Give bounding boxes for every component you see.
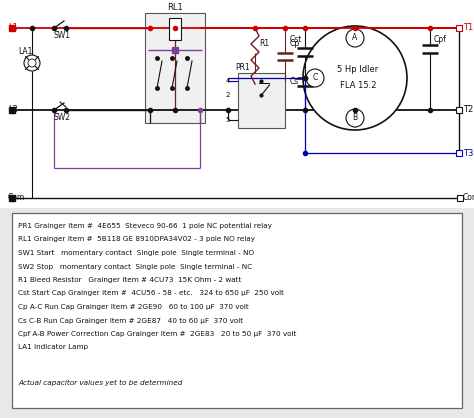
Text: SW1 Start   momentary contact  Single pole  Single terminal - NO: SW1 Start momentary contact Single pole …: [18, 250, 254, 256]
Circle shape: [303, 26, 407, 130]
Text: RL1 Grainger Item #  5B118 GE 8910DPA34V02 - 3 pole NO relay: RL1 Grainger Item # 5B118 GE 8910DPA34V0…: [18, 237, 255, 242]
Text: RL1: RL1: [167, 3, 183, 13]
Text: 2: 2: [226, 92, 230, 98]
Text: 5 Hp Idler: 5 Hp Idler: [337, 66, 378, 74]
Text: C: C: [312, 74, 318, 82]
Text: Com: Com: [463, 194, 474, 202]
Text: FLA 15.2: FLA 15.2: [340, 82, 376, 91]
Text: L1: L1: [8, 23, 18, 33]
Circle shape: [28, 59, 36, 67]
Bar: [12, 213, 462, 408]
Text: PR1 Grainger Item #  4E655  Steveco 90-66  1 pole NC potential relay: PR1 Grainger Item # 4E655 Steveco 90-66 …: [18, 223, 272, 229]
Text: SW2 Stop   momentary contact  Single pole  Single terminal - NC: SW2 Stop momentary contact Single pole S…: [18, 263, 252, 270]
Text: Cp A-C Run Cap Grainger Item # 2GE90   60 to 100 µF  370 volt: Cp A-C Run Cap Grainger Item # 2GE90 60 …: [18, 304, 249, 310]
Circle shape: [306, 69, 324, 87]
Text: PR1: PR1: [235, 64, 250, 72]
Text: Cp: Cp: [290, 38, 300, 48]
Circle shape: [346, 109, 364, 127]
Text: T2: T2: [463, 105, 473, 115]
Circle shape: [24, 55, 40, 71]
Text: A: A: [352, 33, 357, 43]
Bar: [169, 18, 181, 40]
Text: SW2: SW2: [54, 114, 71, 122]
Text: Cst: Cst: [290, 36, 302, 44]
Bar: [0, 0, 474, 208]
Circle shape: [346, 29, 364, 47]
Text: LA1 Indicator Lamp: LA1 Indicator Lamp: [18, 344, 88, 351]
Text: Cs: Cs: [290, 77, 299, 87]
Text: T3: T3: [463, 148, 474, 158]
Text: B: B: [353, 114, 357, 122]
Text: 4: 4: [226, 78, 230, 84]
Text: 5: 5: [226, 117, 230, 123]
Text: T1: T1: [463, 23, 473, 33]
Text: L2: L2: [8, 105, 18, 115]
Text: Actual capacitor values yet to be determined: Actual capacitor values yet to be determ…: [18, 380, 182, 386]
Text: Cst Start Cap Grainger Item #  4CU56 - 58 - etc.   324 to 650 µF  250 volt: Cst Start Cap Grainger Item # 4CU56 - 58…: [18, 291, 284, 296]
Text: Cs C-B Run Cap Grainger Item # 2GE87   40 to 60 µF  370 volt: Cs C-B Run Cap Grainger Item # 2GE87 40 …: [18, 318, 243, 324]
Text: Cpf A-B Power Correction Cap Grainger Item #  2GE83   20 to 50 µF  370 volt: Cpf A-B Power Correction Cap Grainger It…: [18, 331, 296, 337]
Bar: [145, 13, 205, 123]
Text: LA1: LA1: [18, 46, 32, 56]
Text: Com: Com: [8, 194, 25, 202]
Text: SW1: SW1: [54, 31, 71, 41]
Bar: [238, 73, 285, 128]
Text: R1 Bleed Resistor   Grainger Item # 4CU73  15K Ohm - 2 watt: R1 Bleed Resistor Grainger Item # 4CU73 …: [18, 277, 241, 283]
Text: Cpf: Cpf: [434, 36, 447, 44]
Text: R1: R1: [259, 38, 269, 48]
